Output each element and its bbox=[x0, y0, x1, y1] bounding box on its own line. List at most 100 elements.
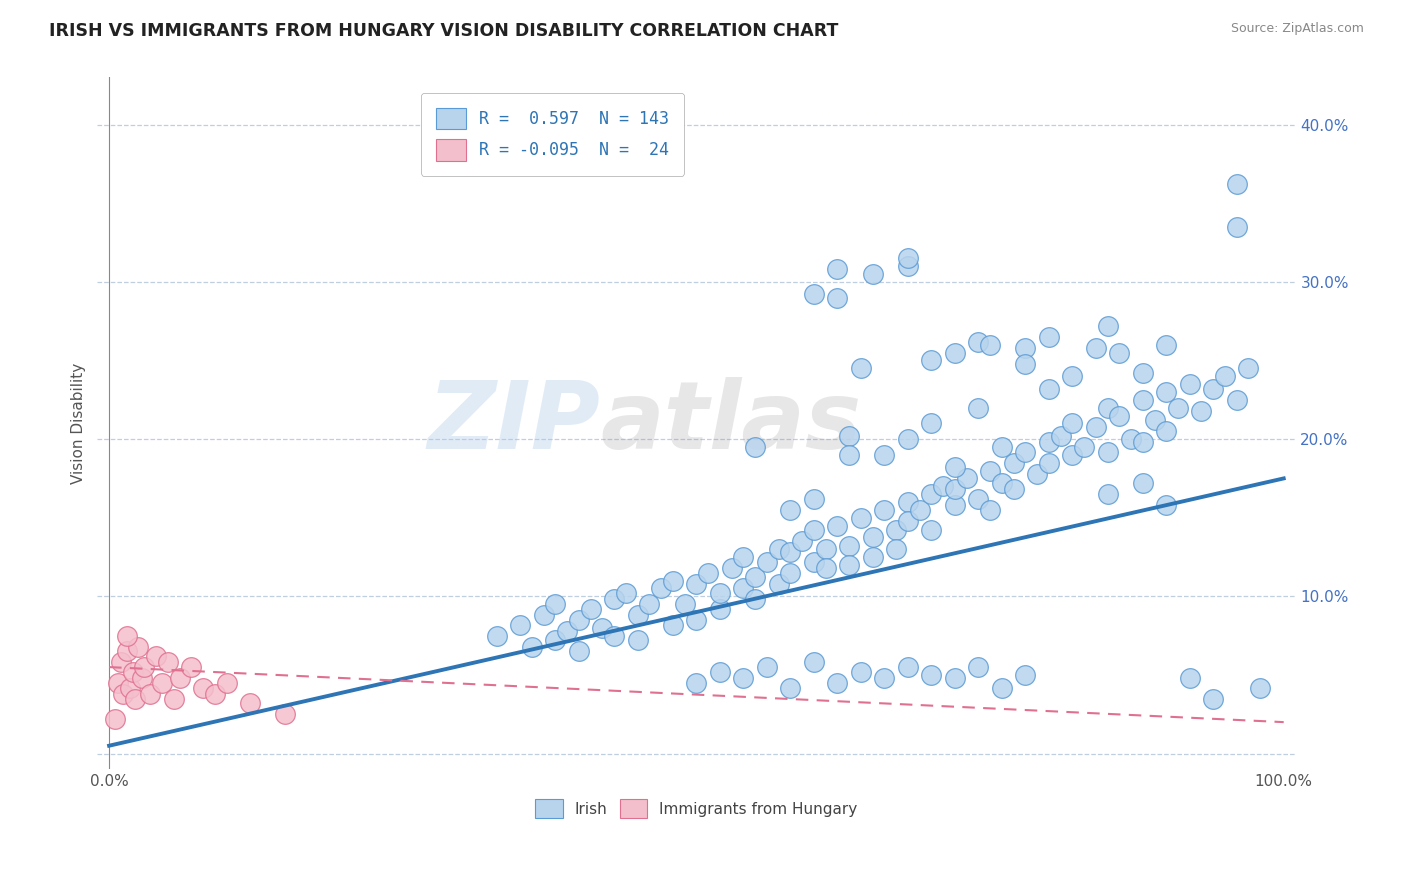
Point bbox=[991, 681, 1014, 695]
Point bbox=[1132, 392, 1154, 407]
Point bbox=[650, 582, 672, 596]
Point bbox=[768, 542, 790, 557]
Point bbox=[1154, 337, 1177, 351]
Point bbox=[943, 460, 966, 475]
Point bbox=[1014, 357, 1036, 371]
Point bbox=[1202, 691, 1225, 706]
Legend: Irish, Immigrants from Hungary: Irish, Immigrants from Hungary bbox=[529, 793, 863, 824]
Point bbox=[814, 561, 837, 575]
Point bbox=[204, 687, 226, 701]
Point bbox=[920, 417, 942, 431]
Point bbox=[862, 267, 884, 281]
Point bbox=[239, 696, 262, 710]
Point bbox=[1097, 318, 1119, 333]
Point bbox=[955, 471, 977, 485]
Point bbox=[1062, 448, 1084, 462]
Point bbox=[884, 524, 907, 538]
Point bbox=[803, 287, 825, 301]
Point bbox=[873, 448, 896, 462]
Point bbox=[709, 665, 731, 679]
Point bbox=[568, 613, 591, 627]
Point bbox=[1154, 384, 1177, 399]
Point bbox=[1097, 487, 1119, 501]
Point bbox=[115, 629, 138, 643]
Point bbox=[1226, 178, 1249, 192]
Point bbox=[591, 621, 613, 635]
Point bbox=[1097, 444, 1119, 458]
Point bbox=[920, 668, 942, 682]
Point bbox=[849, 665, 872, 679]
Point bbox=[1226, 392, 1249, 407]
Point bbox=[827, 518, 849, 533]
Point bbox=[544, 597, 567, 611]
Point bbox=[1108, 345, 1130, 359]
Point bbox=[779, 566, 801, 580]
Point bbox=[134, 660, 156, 674]
Point bbox=[733, 582, 755, 596]
Point bbox=[803, 555, 825, 569]
Point bbox=[1132, 476, 1154, 491]
Point bbox=[685, 576, 707, 591]
Point bbox=[169, 671, 191, 685]
Point bbox=[803, 491, 825, 506]
Point bbox=[920, 524, 942, 538]
Point bbox=[849, 361, 872, 376]
Point bbox=[733, 549, 755, 564]
Point bbox=[509, 617, 531, 632]
Point bbox=[1226, 219, 1249, 234]
Point bbox=[897, 495, 920, 509]
Point bbox=[104, 712, 127, 726]
Point bbox=[1143, 413, 1166, 427]
Point bbox=[110, 656, 132, 670]
Point bbox=[827, 262, 849, 277]
Point bbox=[1154, 498, 1177, 512]
Point bbox=[1154, 424, 1177, 438]
Point bbox=[1026, 467, 1049, 481]
Point bbox=[638, 597, 661, 611]
Point bbox=[779, 503, 801, 517]
Point bbox=[1062, 369, 1084, 384]
Point bbox=[1014, 444, 1036, 458]
Text: Source: ZipAtlas.com: Source: ZipAtlas.com bbox=[1230, 22, 1364, 36]
Point bbox=[603, 629, 626, 643]
Point bbox=[768, 576, 790, 591]
Point bbox=[124, 691, 146, 706]
Point bbox=[1014, 341, 1036, 355]
Point bbox=[191, 681, 214, 695]
Point bbox=[908, 503, 931, 517]
Point bbox=[614, 586, 637, 600]
Point bbox=[1062, 417, 1084, 431]
Point bbox=[1119, 432, 1142, 446]
Point bbox=[991, 440, 1014, 454]
Point bbox=[1002, 456, 1025, 470]
Point bbox=[555, 624, 578, 638]
Point bbox=[967, 334, 990, 349]
Point bbox=[1084, 341, 1107, 355]
Point bbox=[779, 545, 801, 559]
Point bbox=[115, 644, 138, 658]
Point bbox=[803, 524, 825, 538]
Point bbox=[709, 586, 731, 600]
Point bbox=[1202, 382, 1225, 396]
Point bbox=[1014, 668, 1036, 682]
Point bbox=[121, 665, 143, 679]
Point bbox=[744, 440, 766, 454]
Point bbox=[215, 675, 238, 690]
Text: ZIP: ZIP bbox=[427, 377, 600, 469]
Point bbox=[744, 570, 766, 584]
Point bbox=[744, 592, 766, 607]
Point bbox=[1132, 435, 1154, 450]
Point bbox=[685, 675, 707, 690]
Point bbox=[943, 671, 966, 685]
Point bbox=[1108, 409, 1130, 423]
Point bbox=[943, 345, 966, 359]
Point bbox=[1049, 429, 1071, 443]
Point bbox=[603, 592, 626, 607]
Point bbox=[673, 597, 696, 611]
Point bbox=[1038, 435, 1060, 450]
Point bbox=[862, 530, 884, 544]
Point bbox=[979, 503, 1001, 517]
Point bbox=[720, 561, 742, 575]
Point bbox=[803, 656, 825, 670]
Point bbox=[920, 353, 942, 368]
